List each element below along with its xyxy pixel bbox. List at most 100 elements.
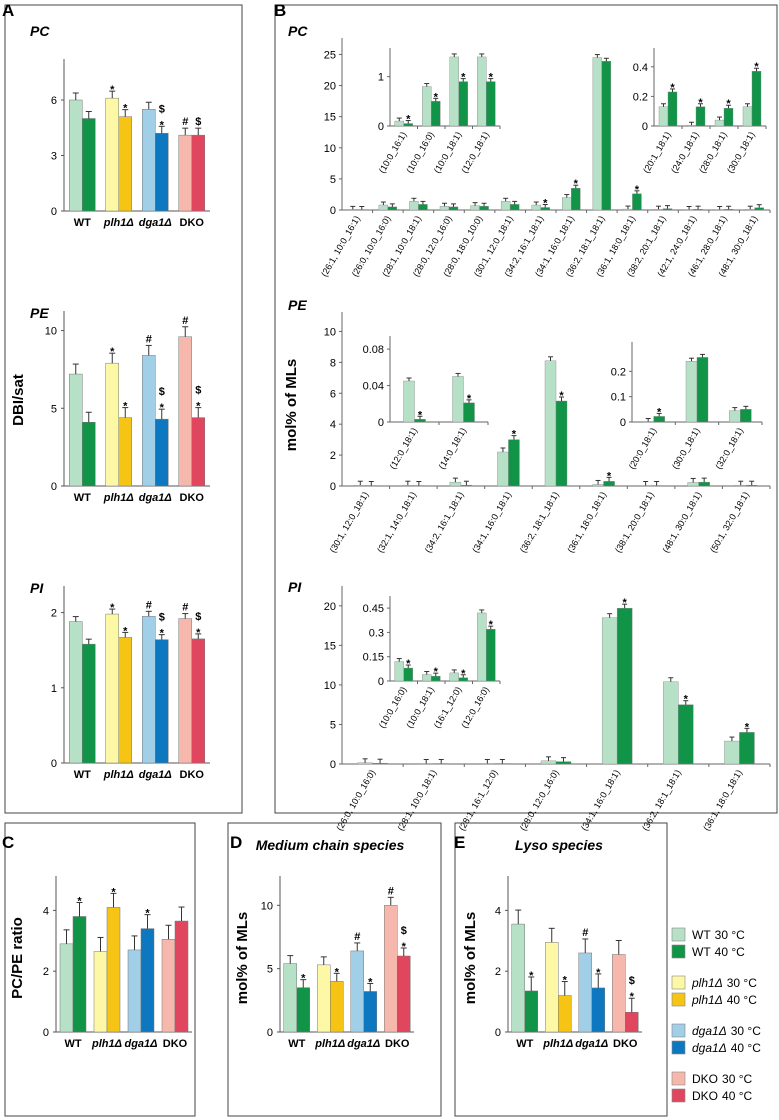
y-tick-label: 0 <box>495 1027 501 1039</box>
x-category-label: (12:0_18:1) <box>388 426 420 471</box>
significance-mark: # <box>182 602 188 614</box>
legend-swatch <box>671 1088 686 1103</box>
significance-mark: * <box>368 976 373 988</box>
bar <box>330 981 344 1033</box>
bar <box>460 485 473 487</box>
x-category-label: plh1Δ <box>103 217 134 229</box>
bar <box>82 643 96 764</box>
bar <box>59 943 74 1033</box>
significance-mark: * <box>745 721 750 733</box>
significance-mark: * <box>623 597 628 609</box>
bar <box>667 91 678 127</box>
legend-strain: DKO <box>692 1072 718 1086</box>
significance-mark: * <box>684 694 689 706</box>
panel-frame <box>4 822 196 1117</box>
significance-mark: * <box>434 91 439 103</box>
bar <box>140 928 155 1033</box>
x-category-label: dga1Δ <box>139 769 172 781</box>
bar <box>372 763 388 765</box>
bar <box>751 71 762 127</box>
bar <box>558 995 572 1033</box>
bar <box>540 760 557 765</box>
x-category-label: (36:1, 18:0_18:1) <box>701 768 744 832</box>
significance-mark: * <box>110 84 115 96</box>
chart-title: Medium chain species <box>256 837 405 853</box>
bar <box>695 106 706 127</box>
legend-label: plh1Δ 40 °C <box>691 993 757 1007</box>
legend-label: DKO 30 °C <box>692 1072 752 1086</box>
y-tick-label: 0 <box>378 417 384 429</box>
chart-title: PI <box>288 579 302 595</box>
bar <box>394 120 404 127</box>
significance-mark: # <box>582 927 588 939</box>
bar <box>418 204 428 211</box>
significance-mark: * <box>160 119 165 131</box>
significance-mark: * <box>489 619 494 631</box>
legend-swatch <box>671 927 686 942</box>
bar <box>402 485 414 487</box>
significance-mark: $ <box>195 385 201 397</box>
y-tick-label: 0 <box>378 676 384 688</box>
bar <box>639 485 652 487</box>
bar <box>174 920 189 1033</box>
y-tick-label: 0 <box>51 481 57 493</box>
y-tick-label: 10 <box>324 680 336 692</box>
significance-mark: $ <box>195 116 201 128</box>
panel-label: B <box>274 1 286 20</box>
y-tick-label: 0.3 <box>369 627 384 639</box>
significance-mark: * <box>406 658 411 670</box>
bar <box>155 418 169 487</box>
significance-mark: * <box>301 973 306 985</box>
bar <box>511 923 525 1033</box>
significance-mark: * <box>110 346 115 358</box>
x-category-label: WT <box>74 492 91 504</box>
significance-mark: * <box>529 970 534 982</box>
bar <box>118 417 132 487</box>
legend-label: DKO 40 °C <box>692 1089 752 1103</box>
bar <box>106 907 121 1033</box>
chart-title: Lyso species <box>515 837 603 853</box>
y-tick-label: 0 <box>642 121 648 133</box>
significance-mark: * <box>196 401 201 413</box>
bar <box>477 56 487 127</box>
significance-mark: * <box>607 470 612 482</box>
bar <box>394 661 404 682</box>
legend-strain: plh1Δ <box>691 976 723 990</box>
y-tick-label: 15 <box>324 112 336 124</box>
y-tick-label: 0.1 <box>611 392 626 404</box>
legend-temp: 30 °C <box>715 928 745 942</box>
chart-title: PE <box>30 305 49 321</box>
bar <box>486 628 496 682</box>
y-tick-label: 6 <box>51 95 57 107</box>
bar <box>479 206 489 211</box>
legend-swatch <box>671 992 686 1007</box>
chart-title: PE <box>288 297 307 313</box>
bar <box>69 621 83 764</box>
bar <box>449 481 462 487</box>
significance-mark: * <box>77 895 82 907</box>
significance-mark: * <box>461 668 466 680</box>
bar <box>422 86 432 127</box>
legend-temp: 40 °C <box>731 1041 761 1055</box>
y-tick-label: 25 <box>324 49 336 61</box>
bar <box>433 763 449 765</box>
significance-mark: * <box>461 72 466 84</box>
bar <box>142 616 156 764</box>
x-category-label: (30:0_18:1) <box>725 130 757 175</box>
legend-swatch <box>671 1040 686 1055</box>
x-category-label: plh1Δ <box>314 1038 345 1050</box>
significance-mark: $ <box>159 386 165 398</box>
legend-label: plh1Δ 30 °C <box>691 976 757 990</box>
x-category-label: (32:1, 14:0_18:1) <box>375 490 418 554</box>
bar <box>663 681 679 765</box>
y-tick-label: 8 <box>330 357 336 369</box>
bar <box>418 763 434 765</box>
y-tick-label: 15 <box>324 640 336 652</box>
bar <box>740 409 752 423</box>
bar <box>650 485 663 487</box>
y-tick-label: 10 <box>261 900 273 912</box>
bar <box>413 485 425 487</box>
x-category-label: WT <box>288 1038 305 1050</box>
bar <box>723 108 734 127</box>
panel-label: A <box>2 1 14 20</box>
